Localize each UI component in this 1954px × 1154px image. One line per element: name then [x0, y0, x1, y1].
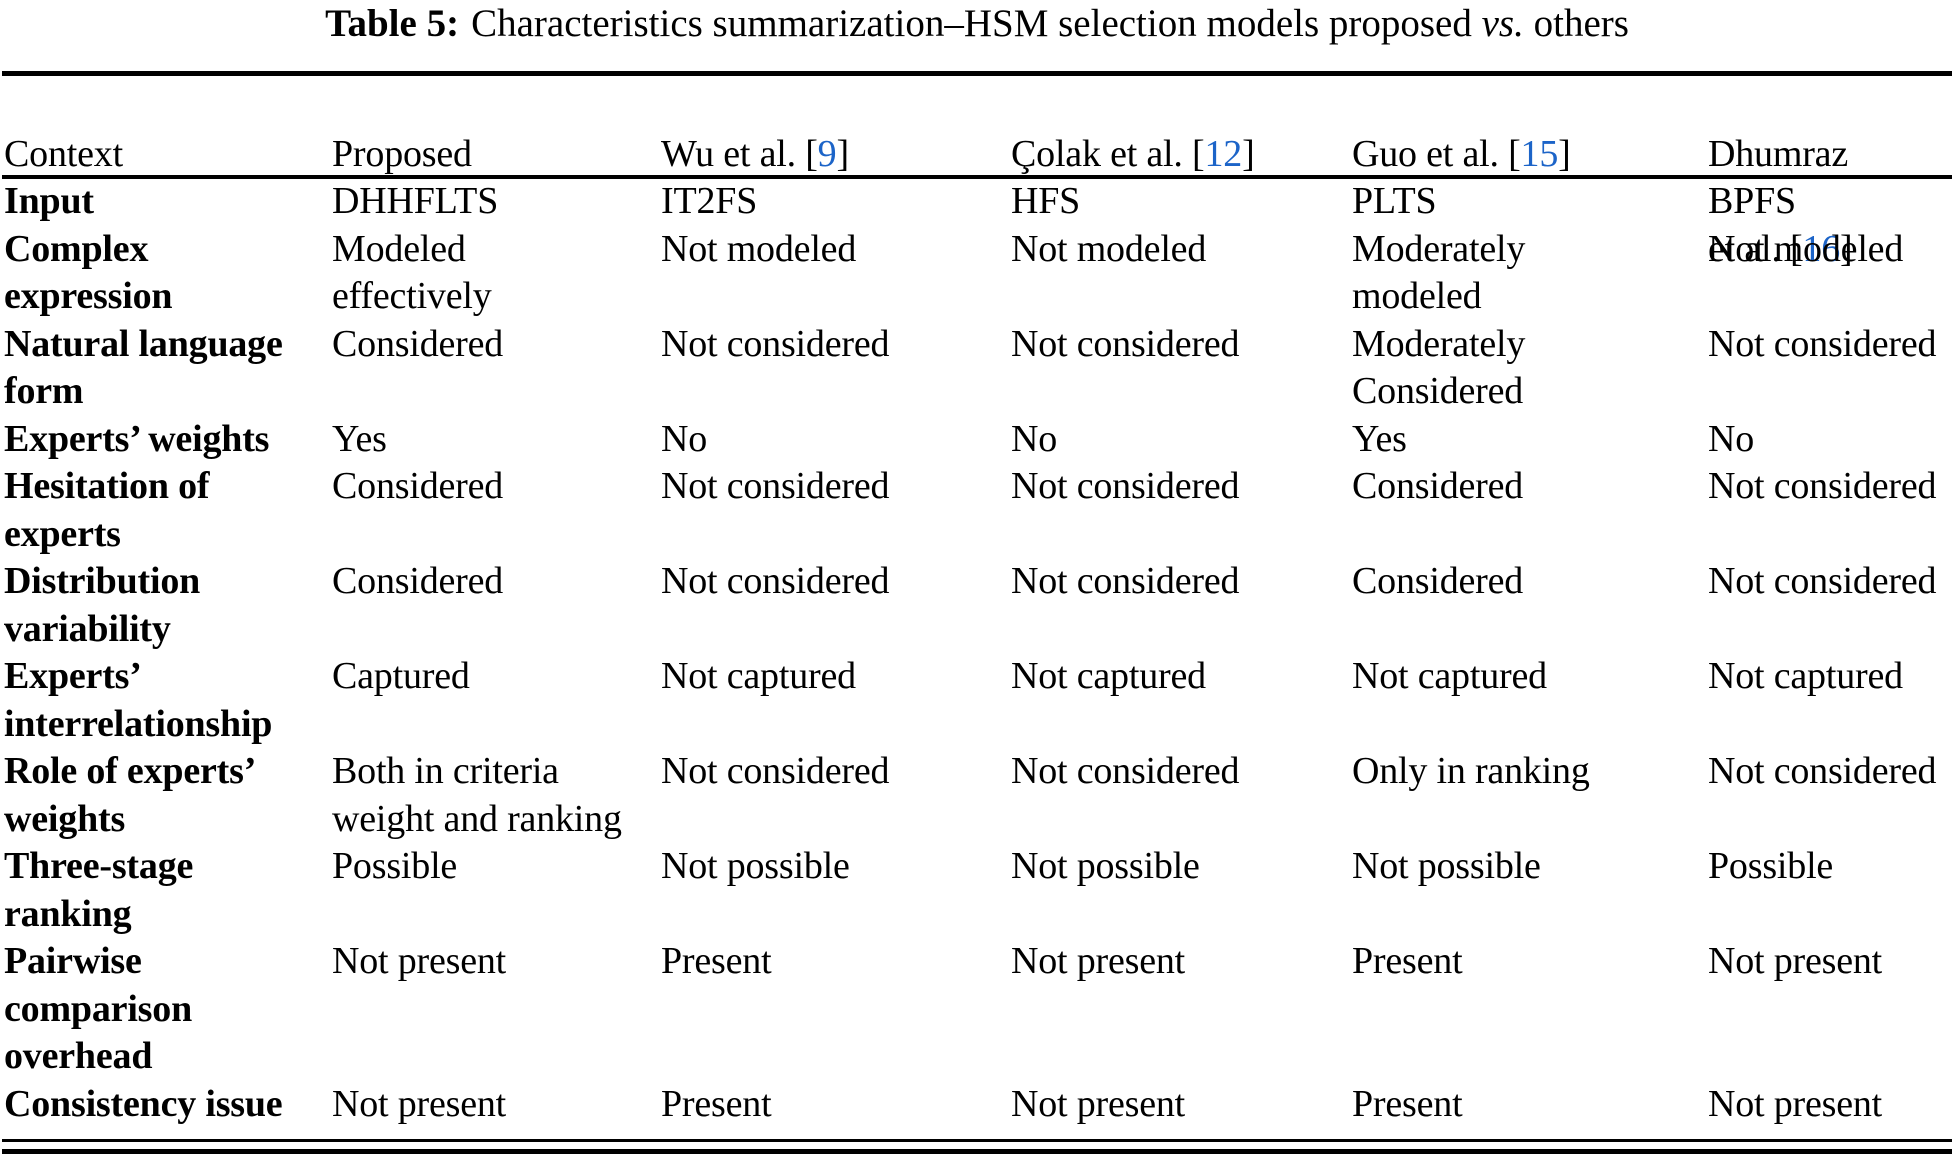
- table-cell: Not considered: [661, 560, 890, 602]
- table-cell: Yes: [1352, 417, 1407, 460]
- row-header-cell: Pairwise comparison overhead: [4, 940, 193, 1077]
- column-header-label: Context: [4, 132, 123, 175]
- column-header-colak: Çolak et al. [12]: [1011, 83, 1255, 178]
- table-cell: Not captured: [1352, 655, 1547, 697]
- table-cell: Moderately modeled: [1352, 227, 1526, 318]
- table-cell: No: [1708, 417, 1755, 460]
- table-caption-suffix: others: [1523, 2, 1629, 45]
- table-cell: BPFS: [1708, 180, 1796, 222]
- table-cell: Present: [661, 1082, 772, 1125]
- table-cell: Not possible: [661, 845, 850, 887]
- bracket: ]: [836, 132, 849, 175]
- table-bottom-edge-rule: [2, 1149, 1952, 1154]
- table-cell: Possible: [332, 845, 458, 887]
- table-cell: Considered: [332, 322, 504, 365]
- column-header-proposed: Proposed: [332, 83, 472, 178]
- table-cell: Not present: [1708, 940, 1883, 982]
- row-header-cell: Experts’ weights: [4, 417, 270, 460]
- table-cell: IT2FS: [661, 180, 758, 222]
- table-cell: Not considered: [661, 750, 890, 792]
- table-cell: HFS: [1011, 180, 1081, 222]
- table-cell: Not considered: [1708, 322, 1937, 365]
- table-cell: Present: [661, 940, 772, 982]
- table-cell: Considered: [332, 560, 504, 602]
- table-cell: Not considered: [1011, 750, 1240, 792]
- table-cell: Not captured: [1708, 655, 1903, 697]
- table-cell: Not present: [332, 1082, 507, 1125]
- table-bottom-rule: [2, 1139, 1952, 1142]
- table-cell: Considered: [1352, 560, 1524, 602]
- row-header-cell: Role of experts’ weights: [4, 750, 257, 840]
- table-caption-number: Table 5:: [325, 2, 460, 45]
- bracket: ]: [1242, 132, 1255, 175]
- table-top-rule: [2, 71, 1952, 76]
- table-cell: Not considered: [1011, 322, 1240, 365]
- column-header-label: Proposed: [332, 132, 472, 175]
- column-header-guo: Guo et al. [15]: [1352, 83, 1571, 178]
- table-cell: Present: [1352, 940, 1463, 982]
- table-cell: Modeled effectively: [332, 227, 492, 318]
- table-cell: No: [661, 417, 708, 460]
- row-header-cell: Three-stage ranking: [4, 845, 194, 935]
- table-cell: DHHFLTS: [332, 180, 499, 222]
- table-cell: Not considered: [1011, 465, 1240, 507]
- column-header-label: Guo et al. [: [1352, 132, 1521, 175]
- column-header-label: et al. [: [1708, 227, 1803, 270]
- column-header-label: Çolak et al. [: [1011, 132, 1205, 175]
- row-header-cell: Hesitation of experts: [4, 465, 210, 555]
- table-cell: Not captured: [661, 655, 856, 697]
- row-header-cell: Consistency issue: [4, 1082, 283, 1125]
- row-header-cell: Distribution variability: [4, 560, 201, 650]
- citation-link[interactable]: 15: [1520, 132, 1559, 175]
- table-caption: Table 5: Characteristics summarization–HS…: [0, 0, 1954, 48]
- column-header-label: Wu et al. [: [661, 132, 818, 175]
- row-header-cell: Complex expression: [4, 227, 173, 318]
- table-cell: Only in ranking: [1352, 750, 1590, 792]
- row-header-cell: Natural language form: [4, 322, 283, 413]
- table-cell: Possible: [1708, 845, 1834, 887]
- table-cell: No: [1011, 417, 1058, 460]
- column-header-label: Dhumraz: [1708, 132, 1848, 175]
- column-header-label-line2: et al. [16]: [1708, 226, 1853, 274]
- table-cell: Not modeled: [1011, 227, 1207, 270]
- table-cell: Not considered: [661, 465, 890, 507]
- table-cell: Considered: [1352, 465, 1524, 507]
- table-cell: Moderately Considered: [1352, 322, 1526, 413]
- table-cell: Not modeled: [1708, 227, 1904, 270]
- table-caption-vs: vs.: [1481, 2, 1524, 45]
- table-cell: Not present: [1708, 1082, 1883, 1125]
- column-header-wu: Wu et al. [9]: [661, 83, 849, 178]
- table-cell: Present: [1352, 1082, 1463, 1125]
- table-cell: Not considered: [661, 322, 890, 365]
- table-cell: Not considered: [1708, 750, 1937, 792]
- citation-link[interactable]: 9: [817, 132, 837, 175]
- table-cell: Not present: [1011, 940, 1186, 982]
- table-cell: Not considered: [1708, 465, 1937, 507]
- table-cell: Not possible: [1011, 845, 1200, 887]
- table-caption-text: Characteristics summarization–HSM select…: [471, 2, 1482, 45]
- table-cell: Yes: [332, 417, 387, 460]
- table-cell: Not present: [332, 940, 507, 982]
- table-cell: Not considered: [1011, 560, 1240, 602]
- column-header-dhumraz: Dhumraz et al. [16]: [1708, 83, 1853, 321]
- column-header-context: Context: [4, 83, 123, 178]
- bracket: ]: [1840, 227, 1853, 270]
- table-cell: Both in criteria weight and ranking: [332, 750, 622, 840]
- table-cell: Not modeled: [661, 227, 857, 270]
- row-header-cell: Experts’ interrelationship: [4, 655, 273, 745]
- table-cell: Not possible: [1352, 845, 1541, 887]
- table-cell: Captured: [332, 655, 470, 697]
- table-cell: PLTS: [1352, 180, 1437, 222]
- citation-link[interactable]: 16: [1802, 227, 1841, 270]
- table-header-rule: [2, 175, 1952, 179]
- table-cell: Not considered: [1708, 560, 1937, 602]
- table-cell: Not captured: [1011, 655, 1206, 697]
- table-cell: Considered: [332, 465, 504, 507]
- bracket: ]: [1558, 132, 1571, 175]
- table-cell: Not present: [1011, 1082, 1186, 1125]
- citation-link[interactable]: 12: [1204, 132, 1243, 175]
- row-header-cell: Input: [4, 180, 94, 222]
